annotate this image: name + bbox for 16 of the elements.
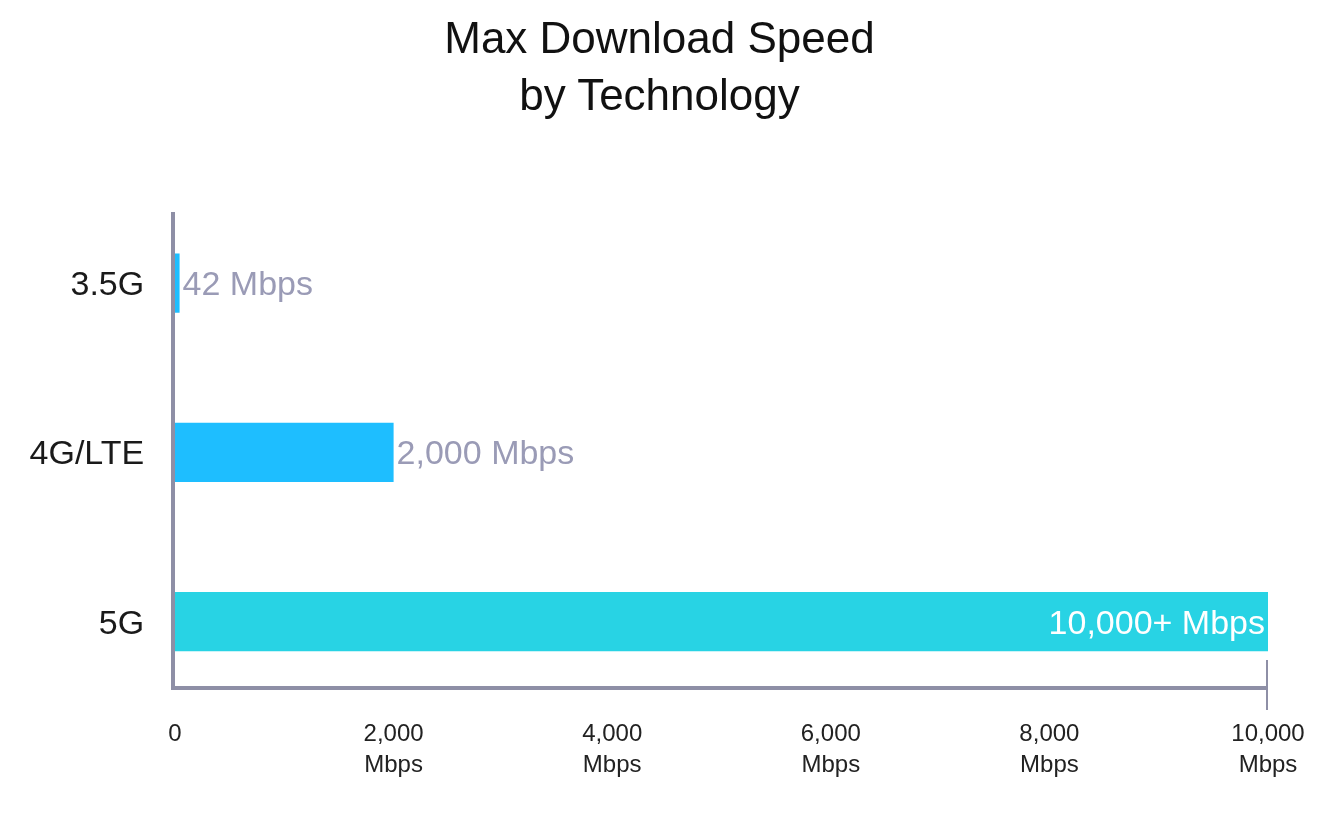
x-tick-label: 0: [168, 718, 182, 746]
x-tick-label: 10,000 Mbps: [1231, 718, 1305, 777]
chart-title: Max Download Speed by Technology: [444, 13, 875, 120]
y-tick-label: 5G: [98, 602, 145, 641]
x-tick-label: 4,000 Mbps: [582, 718, 643, 777]
y-tick-label: 4G/LTE: [29, 433, 145, 472]
data-label: 10,000+ Mbps: [1048, 602, 1265, 641]
y-tick-label: 3.5G: [70, 264, 145, 302]
bar: [175, 592, 1268, 652]
x-tick-label: 2,000 Mbps: [363, 718, 424, 777]
bar: [175, 422, 394, 483]
data-label: 2,000 Mbps: [396, 433, 575, 472]
x-tick-label: 6,000 Mbps: [800, 718, 861, 777]
x-tick-label: 8,000 Mbps: [1019, 718, 1080, 777]
data-label: 42 Mbps: [182, 264, 313, 303]
bar: [175, 253, 180, 313]
